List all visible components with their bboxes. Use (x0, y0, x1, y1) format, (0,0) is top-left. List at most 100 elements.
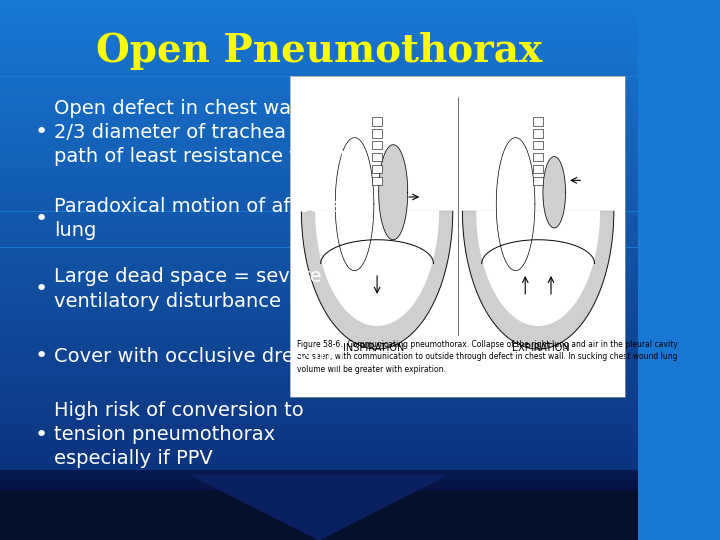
Bar (0, 528, 638, 529)
Bar (0, 485, 638, 487)
Bar (0, 533, 638, 535)
Bar (0, 392, 638, 396)
Bar (0, 14, 638, 18)
Bar (0, 81, 638, 85)
Bar (0, 519, 638, 521)
Polygon shape (379, 145, 408, 240)
Bar (0, 144, 638, 148)
Bar (0, 351, 638, 355)
Bar (0, 459, 638, 463)
Bar (0, 333, 638, 338)
Bar (0, 538, 638, 540)
Polygon shape (462, 211, 614, 349)
Bar (0, 58, 638, 63)
Bar (0, 495, 638, 500)
Bar (372, 153, 382, 161)
Bar (0, 9, 638, 14)
Bar (0, 36, 638, 40)
Text: High risk of conversion to
tension pneumothorax
especially if PPV: High risk of conversion to tension pneum… (54, 401, 304, 468)
Bar (0, 468, 638, 472)
Bar (0, 423, 638, 428)
Text: •: • (35, 122, 48, 143)
Bar (0, 94, 638, 99)
Bar (0, 117, 638, 122)
Bar (0, 364, 638, 369)
Bar (0, 512, 638, 514)
Text: •: • (35, 279, 48, 299)
Bar (0, 301, 638, 306)
Bar (0, 436, 638, 441)
Bar (0, 293, 638, 297)
Bar (0, 198, 638, 202)
Bar (0, 176, 638, 180)
Bar (0, 256, 638, 261)
Bar (0, 521, 638, 523)
Bar (0, 90, 638, 94)
Bar (0, 500, 638, 504)
Bar (0, 495, 638, 496)
Text: Paradoxical motion of affected
lung: Paradoxical motion of affected lung (54, 197, 352, 240)
Bar (0, 85, 638, 90)
Bar (0, 355, 638, 360)
Bar (0, 537, 638, 538)
Bar (0, 122, 638, 126)
Bar (0, 441, 638, 445)
Bar (0, 524, 638, 526)
Bar (0, 45, 638, 50)
Bar (534, 153, 543, 161)
Bar (0, 63, 638, 68)
Text: Figure 58-6.  Communicating pneumothorax. Collapse of the right lung and air in : Figure 58-6. Communicating pneumothorax.… (297, 340, 678, 374)
Bar (0, 139, 638, 144)
Text: •: • (35, 346, 48, 367)
Bar (0, 18, 638, 23)
Bar (0, 252, 638, 256)
Bar (0, 234, 638, 239)
Bar (534, 141, 543, 150)
Bar (0, 166, 638, 171)
Bar (0, 77, 638, 81)
Bar (0, 491, 638, 540)
Bar (0, 243, 638, 247)
Bar (534, 165, 543, 173)
Bar (0, 189, 638, 193)
Bar (0, 216, 638, 220)
Bar (0, 401, 638, 405)
Bar (0, 470, 638, 471)
Bar (0, 320, 638, 324)
Bar (0, 148, 638, 153)
Bar (0, 108, 638, 112)
Bar (0, 171, 638, 176)
Bar (0, 202, 638, 207)
Bar (0, 112, 638, 117)
Bar (0, 501, 638, 503)
Bar (0, 135, 638, 139)
Bar (0, 491, 638, 492)
Bar (0, 477, 638, 478)
Bar (0, 387, 638, 392)
Text: Large dead space = severe
ventilatory disturbance: Large dead space = severe ventilatory di… (54, 267, 322, 310)
Bar (0, 481, 638, 482)
Bar (0, 418, 638, 423)
Bar (0, 306, 638, 310)
Bar (0, 347, 638, 351)
Bar (0, 328, 638, 333)
Bar (0, 180, 638, 185)
Bar (534, 117, 543, 126)
Bar (0, 378, 638, 382)
Bar (0, 536, 638, 540)
Bar (0, 338, 638, 342)
Bar (0, 153, 638, 158)
Bar (0, 220, 638, 225)
Bar (0, 490, 638, 495)
Bar (0, 503, 638, 505)
Bar (0, 523, 638, 524)
Bar (372, 117, 382, 126)
Bar (0, 50, 638, 54)
Bar (0, 507, 638, 509)
Text: Open defect in chest wall; if >
2/3 diameter of trachea then
path of least resis: Open defect in chest wall; if > 2/3 diam… (54, 98, 350, 166)
Bar (0, 500, 638, 501)
Bar (0, 239, 638, 243)
Bar (0, 478, 638, 481)
Bar (0, 482, 638, 484)
Bar (0, 266, 638, 270)
